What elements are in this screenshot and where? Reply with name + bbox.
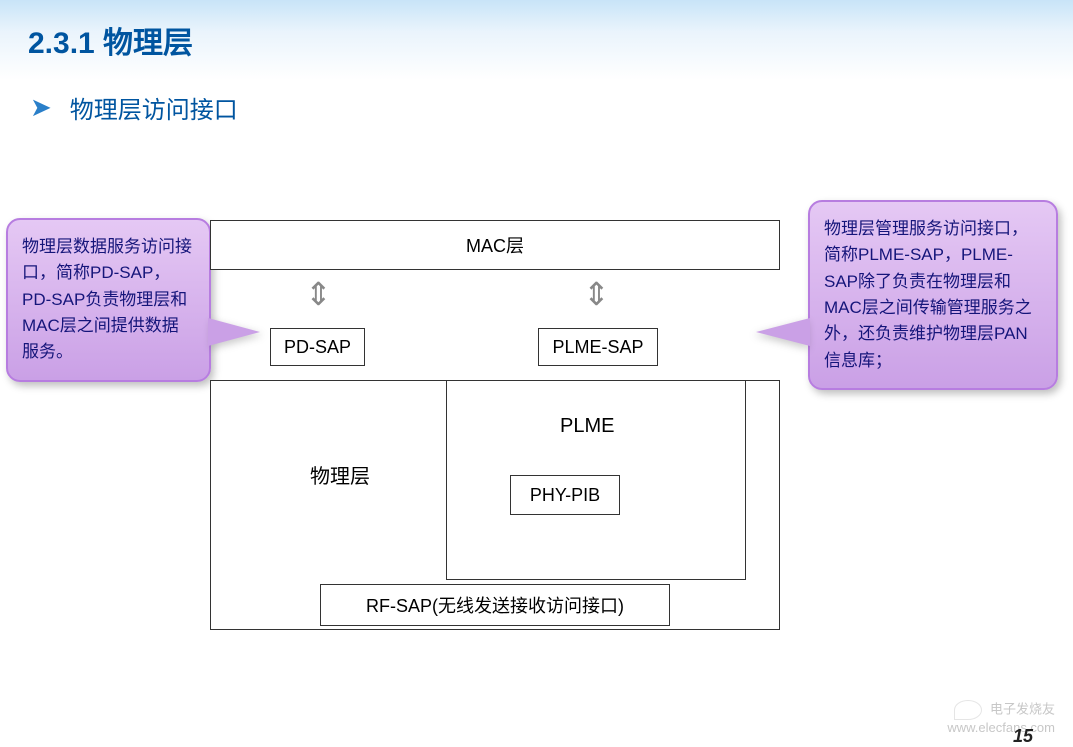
watermark-brand: 电子发烧友 <box>990 702 1055 717</box>
pd-sap-box: PD-SAP <box>270 328 365 366</box>
phy-layer-label: 物理层 <box>310 460 370 489</box>
mac-layer-box: MAC层 <box>210 220 780 270</box>
plme-label: PLME <box>560 415 614 438</box>
architecture-diagram: MAC层 ⇕ ⇕ PD-SAP PLME-SAP 物理层 PLME PHY-PI… <box>210 220 780 630</box>
callout-plme-sap: 物理层管理服务访问接口，简称PLME-SAP，PLME-SAP除了负责在物理层和… <box>808 200 1058 390</box>
bullet-arrow-icon: ➤ <box>30 92 52 123</box>
page-number: 15 <box>1013 726 1033 747</box>
callout-pd-sap: 物理层数据服务访问接口，简称PD-SAP，PD-SAP负责物理层和MAC层之间提… <box>6 218 211 382</box>
watermark-url: www.elecfans.com <box>947 720 1055 735</box>
bidir-arrow-icon: ⇕ <box>305 275 332 313</box>
bullet-row: ➤ 物理层访问接口 <box>30 90 238 125</box>
watermark: 电子发烧友 www.elecfans.com <box>947 700 1055 737</box>
rf-sap-box: RF-SAP(无线发送接收访问接口) <box>320 584 670 626</box>
bidir-arrow-icon: ⇕ <box>583 275 610 313</box>
section-title: 2.3.1 物理层 <box>28 18 193 62</box>
plme-sap-box: PLME-SAP <box>538 328 658 366</box>
phy-pib-box: PHY-PIB <box>510 475 620 515</box>
bullet-text: 物理层访问接口 <box>70 90 238 125</box>
watermark-logo-icon <box>954 700 982 720</box>
